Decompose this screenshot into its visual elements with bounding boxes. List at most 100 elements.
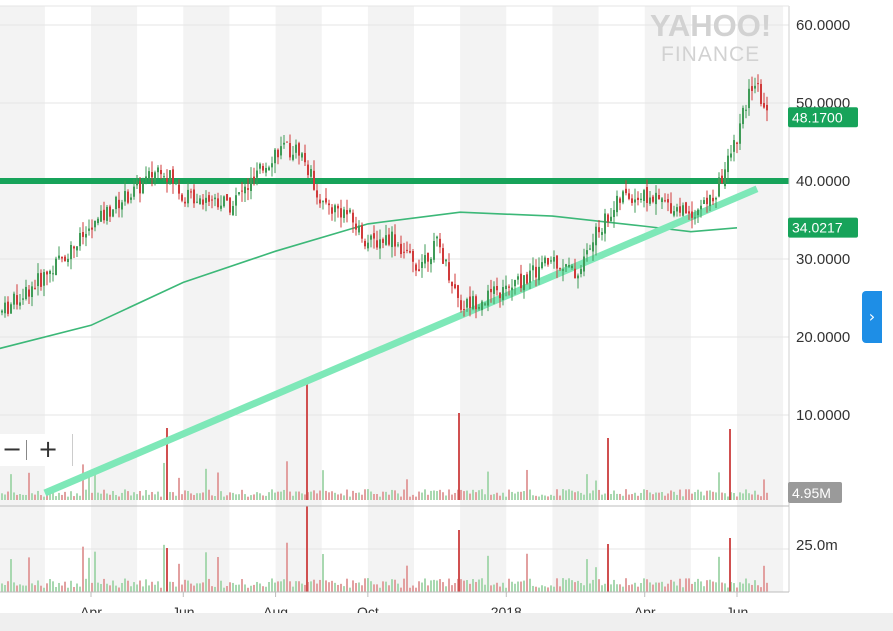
volume-bar <box>643 489 645 500</box>
volume-bar <box>535 586 537 592</box>
volume-bar <box>247 587 249 592</box>
candle-body <box>355 223 357 230</box>
volume-bar <box>595 480 597 500</box>
volume-bar <box>4 585 6 592</box>
candle-body <box>310 169 312 177</box>
month-band <box>91 6 138 592</box>
candle-body <box>346 210 348 215</box>
volume-bar <box>178 477 180 500</box>
volume-bar <box>16 494 18 500</box>
candle-body <box>85 233 87 238</box>
volume-bar <box>508 578 510 592</box>
y-tick-label: 30.0000 <box>796 251 850 268</box>
volume-bar <box>409 496 411 500</box>
candle-body <box>217 198 219 208</box>
candle-body <box>28 289 30 297</box>
volume-bar <box>190 493 192 500</box>
volume-bar <box>253 584 255 592</box>
volume-bar <box>127 580 129 592</box>
volume-bar <box>658 492 660 500</box>
candle-body <box>16 295 18 305</box>
candle-body <box>586 250 588 255</box>
zoom-control[interactable]: − + <box>0 434 73 466</box>
candle-body <box>661 198 663 203</box>
volume-bar <box>256 492 258 500</box>
volume-bar <box>1 583 3 592</box>
volume-bar <box>127 491 129 500</box>
candle-body <box>739 123 741 144</box>
volume-bar <box>241 489 243 500</box>
volume-bar <box>724 493 726 500</box>
candle-body <box>535 266 537 278</box>
volume-bar <box>211 495 213 500</box>
volume-bar <box>412 494 414 500</box>
candle-body <box>541 262 543 269</box>
volume-bar <box>229 492 231 500</box>
candle-body <box>652 196 654 202</box>
candle-body <box>451 281 453 287</box>
candle-body <box>760 83 762 104</box>
volume-bar <box>382 581 384 592</box>
volume-bar <box>175 495 177 500</box>
candle-body <box>748 88 750 109</box>
volume-bar <box>226 495 228 500</box>
volume-bar <box>526 553 528 592</box>
volume-bar <box>478 579 480 592</box>
candle-body <box>583 256 585 272</box>
candle-body <box>682 205 684 216</box>
candle-body <box>91 227 93 230</box>
candle-body <box>172 169 174 184</box>
candle-body <box>196 201 198 203</box>
volume-bar <box>628 494 630 500</box>
volume-bar <box>487 471 489 500</box>
zoom-in-button[interactable]: + <box>38 435 59 463</box>
candle-body <box>124 191 126 202</box>
chevron-right-icon[interactable]: › <box>862 291 882 343</box>
candle-body <box>556 255 558 269</box>
candle-body <box>58 255 60 259</box>
volume-bar <box>400 587 402 592</box>
volume-bar <box>436 490 438 500</box>
volume-bar <box>289 491 291 500</box>
candle-body <box>211 199 213 201</box>
volume-bar <box>718 472 720 500</box>
volume-badge-label: 4.95M <box>792 485 831 501</box>
candle-body <box>340 208 342 218</box>
zoom-out-button[interactable]: − <box>2 435 23 463</box>
volume-bar <box>586 474 588 500</box>
candle-body <box>184 201 186 204</box>
volume-bar <box>736 496 738 500</box>
volume-bar <box>253 494 255 500</box>
watermark-line1: YAHOO! <box>650 8 771 43</box>
volume-bar <box>715 492 717 500</box>
volume-bar <box>685 578 687 592</box>
volume-bar <box>754 490 756 500</box>
volume-bar <box>562 578 564 592</box>
volume-bar <box>295 491 297 500</box>
volume-bar <box>232 582 234 592</box>
candle-body <box>397 244 399 246</box>
candle-body <box>271 163 273 168</box>
volume-bar <box>91 492 93 500</box>
volume-bar <box>415 587 417 592</box>
volume-bar <box>40 495 42 500</box>
month-band <box>275 6 322 592</box>
volume-bar <box>328 492 330 500</box>
volume-bar <box>304 584 306 592</box>
volume-bar <box>319 490 321 500</box>
volume-bar <box>391 579 393 592</box>
candle-body <box>415 264 417 271</box>
volume-bar <box>685 489 687 500</box>
candle-body <box>82 231 84 237</box>
volume-bar <box>370 581 372 592</box>
volume-bar <box>559 495 561 500</box>
volume-bar <box>715 582 717 592</box>
volume-bar <box>259 493 261 500</box>
volume-bar <box>28 557 30 592</box>
candle-body <box>205 197 207 203</box>
candle-body <box>166 178 168 182</box>
volume-bar <box>565 579 567 592</box>
candle-body <box>409 250 411 253</box>
